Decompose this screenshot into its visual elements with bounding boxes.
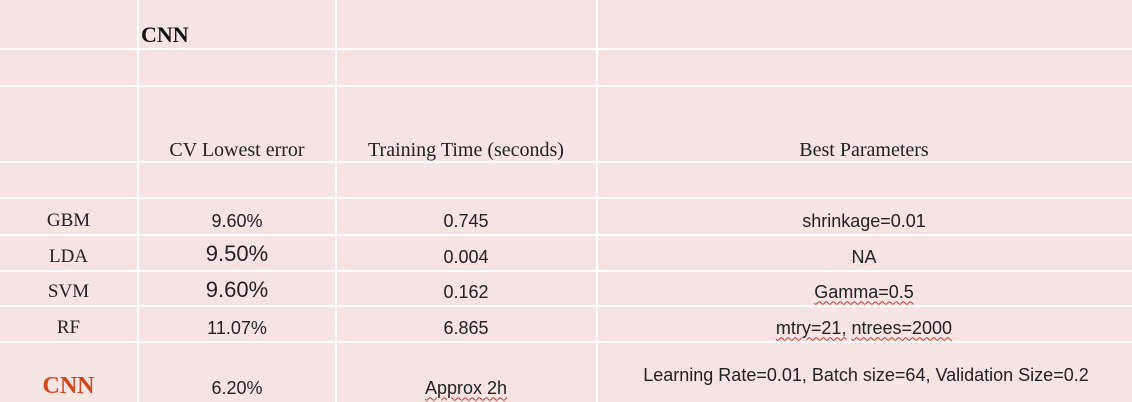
grid-hline-7 (0, 305, 1132, 307)
cv-error-rf: 11.07% (207, 317, 267, 338)
grid-hline-8 (0, 341, 1132, 343)
grid-hline-6 (0, 270, 1132, 272)
training-time-cnn-text: Approx 2h (424, 377, 508, 398)
cv-error-lda: 9.50% (205, 241, 269, 266)
params-rf: mtry=21, ntrees=2000 (596, 314, 1132, 342)
grid-hline-3 (0, 161, 1132, 163)
row-label-cnn: CNN (42, 372, 95, 399)
params-gbm: shrinkage=0.01 (802, 210, 926, 231)
table-title: CNN (141, 22, 189, 47)
header-cv-error: CV Lowest error (169, 138, 305, 161)
grid-hline-4 (0, 197, 1132, 199)
grid-hline-1 (0, 48, 1132, 50)
grid-vline-2 (335, 0, 337, 402)
training-time-svm: 0.162 (443, 281, 489, 302)
params-rf-ntrees: ntrees=2000 (851, 317, 953, 338)
cv-error-cnn: 6.20% (211, 377, 263, 398)
params-cnn: Learning Rate=0.01, Batch size=64, Valid… (643, 364, 1089, 385)
training-time-gbm: 0.745 (443, 210, 489, 231)
training-time-rf: 6.865 (443, 317, 489, 338)
header-best-parameters: Best Parameters (799, 138, 929, 161)
row-label-svm: SVM (47, 281, 90, 302)
row-label-rf: RF (56, 317, 81, 338)
cv-error-svm: 9.60% (205, 277, 269, 302)
params-lda: NA (851, 246, 877, 267)
grid-hline-5 (0, 234, 1132, 236)
grid-vline-1 (137, 0, 139, 402)
training-time-cnn: Approx 2h (335, 374, 597, 402)
grid-hline-2 (0, 85, 1132, 87)
params-svm: Gamma=0.5 (596, 278, 1132, 306)
training-time-lda: 0.004 (443, 246, 489, 267)
row-label-gbm: GBM (46, 210, 91, 231)
params-rf-mtry: mtry=21, (775, 317, 847, 338)
row-label-lda: LDA (48, 246, 89, 267)
cv-error-gbm: 9.60% (211, 210, 263, 231)
params-svm-text: Gamma=0.5 (814, 281, 914, 302)
header-training-time: Training Time (seconds) (368, 138, 564, 161)
grid-vline-3 (596, 0, 598, 402)
